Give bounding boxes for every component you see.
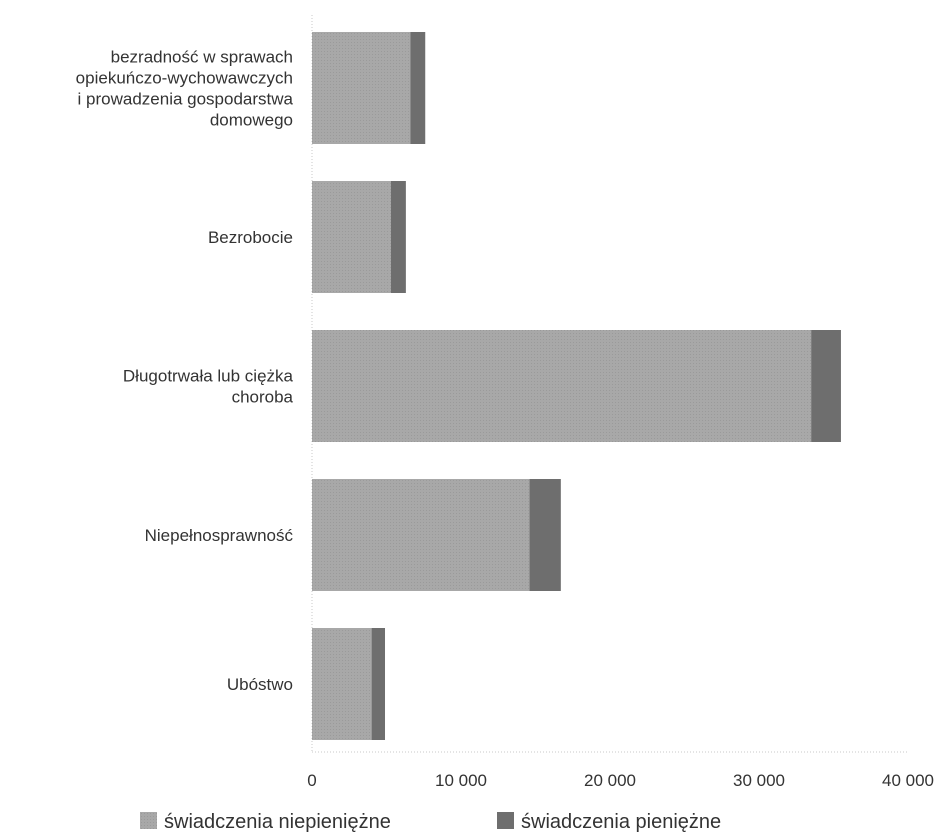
x-tick-label: 10 000 (435, 771, 487, 790)
bar-segment-niepieniezne (312, 479, 530, 591)
legend-swatch (140, 812, 157, 829)
category-label: Długotrwała lub ciężka choroba (123, 367, 294, 407)
legend-swatch (497, 812, 514, 829)
category-label: Niepełnosprawność (145, 526, 294, 545)
x-tick-label: 20 000 (584, 771, 636, 790)
category-label: bezradność w sprawach opiekuńczo-wychowaw… (76, 48, 294, 130)
axes (311, 15, 908, 753)
bar-segment-pieniezne (390, 181, 406, 293)
legend-label: świadczenia niepieniężne (164, 811, 391, 833)
bar-segment-niepieniezne (312, 181, 391, 293)
bar-segment-niepieniezne (312, 330, 812, 442)
bars (312, 32, 841, 740)
bar-segment-pieniezne (410, 32, 426, 144)
category-label: Ubóstwo (227, 675, 293, 694)
bar-segment-niepieniezne (312, 32, 411, 144)
x-tick-labels: 0 10 000 20 000 30 000 40 000 (307, 771, 934, 790)
x-tick-label: 30 000 (733, 771, 785, 790)
bar-segment-pieniezne (811, 330, 841, 442)
x-tick-label: 40 000 (882, 771, 934, 790)
category-labels: bezradność w sprawach opiekuńczo-wychowaw… (76, 48, 294, 695)
bar-segment-pieniezne (371, 628, 386, 740)
legend-label: świadczenia pieniężne (521, 811, 721, 833)
category-label: Bezrobocie (208, 228, 293, 247)
bar-segment-niepieniezne (312, 628, 372, 740)
bar-segment-pieniezne (529, 479, 561, 591)
legend: świadczenia niepieniężne świadczenia pien… (140, 811, 721, 833)
x-tick-label: 0 (307, 771, 316, 790)
